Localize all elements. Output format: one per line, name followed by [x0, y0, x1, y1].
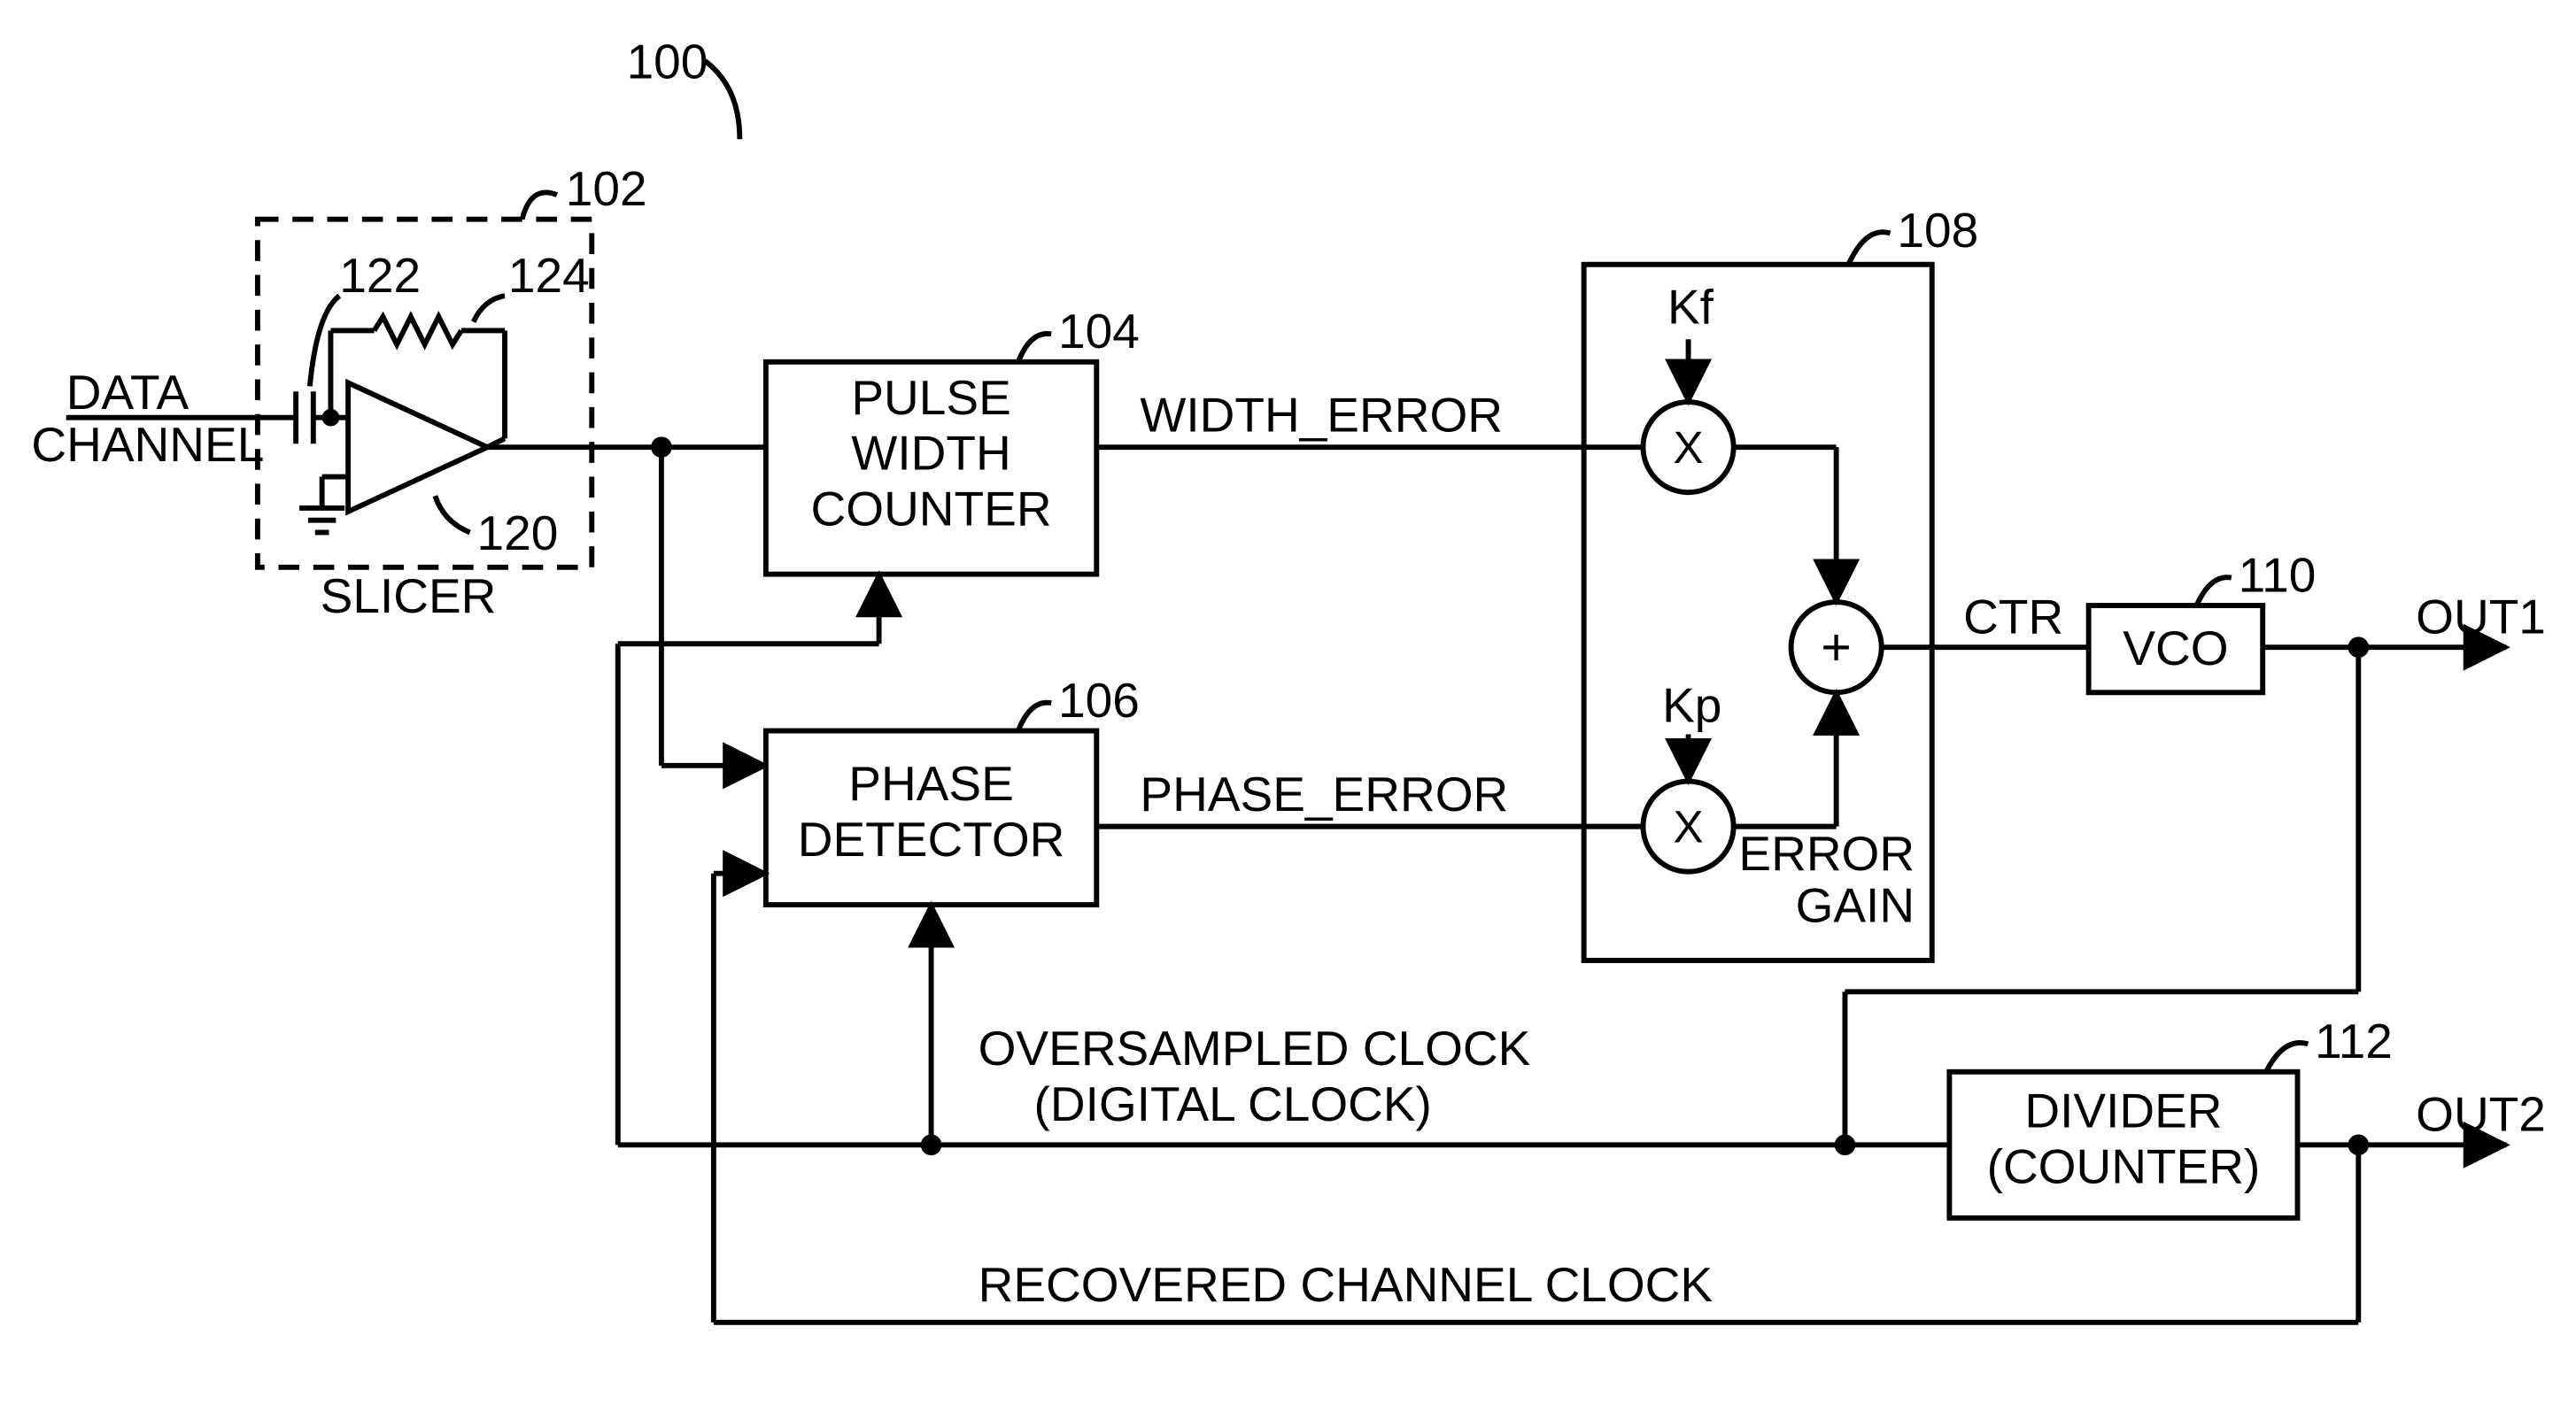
ref-110: 110 — [2239, 547, 2317, 602]
svg-text:100: 100 — [627, 34, 708, 89]
ref-122: 122 — [339, 248, 421, 303]
svg-text:PULSE: PULSE — [851, 370, 1010, 425]
ref-106: 106 — [1058, 673, 1140, 728]
width-error-label: WIDTH_ERROR — [1140, 387, 1503, 442]
svg-text:X: X — [1674, 801, 1704, 852]
oversampled-label-2: (DIGITAL CLOCK) — [1034, 1076, 1432, 1131]
ref-100: 100 — [627, 34, 740, 139]
ref-120: 120 — [477, 505, 559, 560]
data-label-2: CHANNEL — [31, 417, 264, 472]
svg-text:+: + — [1821, 619, 1851, 676]
kp-label: Kp — [1662, 678, 1721, 733]
pd-block: PHASE DETECTOR 106 — [766, 673, 1140, 905]
ref-112: 112 — [2315, 1014, 2393, 1068]
svg-text:(COUNTER): (COUNTER) — [1987, 1139, 2261, 1194]
svg-text:X: X — [1674, 422, 1704, 473]
svg-text:PHASE: PHASE — [848, 756, 1014, 811]
data-channel-input: DATA CHANNEL — [31, 365, 264, 472]
ref-108: 108 — [1897, 203, 1978, 258]
oversampled-label-1: OVERSAMPLED CLOCK — [979, 1021, 1531, 1076]
ref-102: 102 — [566, 161, 647, 216]
summing-junction: + — [1791, 602, 1882, 692]
pwc-block: PULSE WIDTH COUNTER 104 — [766, 304, 1140, 575]
svg-text:COUNTER: COUNTER — [811, 482, 1052, 536]
svg-text:VCO: VCO — [2123, 621, 2228, 675]
ref-124: 124 — [508, 248, 590, 303]
svg-text:GAIN: GAIN — [1796, 878, 1915, 933]
data-label-1: DATA — [66, 365, 190, 420]
ref-104: 104 — [1058, 304, 1140, 359]
recovered-label: RECOVERED CHANNEL CLOCK — [979, 1257, 1713, 1312]
slicer-group: 102 SLICER 120 122 — [258, 161, 647, 623]
svg-text:DETECTOR: DETECTOR — [798, 812, 1065, 867]
block-diagram: 100 102 SLICER 120 122 — [0, 0, 2576, 1427]
svg-text:WIDTH: WIDTH — [851, 426, 1010, 481]
slicer-label: SLICER — [321, 568, 497, 623]
svg-text:DIVIDER: DIVIDER — [2024, 1084, 2222, 1138]
out2-label: OUT2 — [2416, 1087, 2546, 1142]
phase-error-label: PHASE_ERROR — [1140, 767, 1508, 821]
error-gain-block: 108 ERROR GAIN — [1584, 203, 1979, 960]
divider-block: DIVIDER (COUNTER) 112 — [1949, 1014, 2392, 1218]
vco-block: VCO 110 — [2089, 547, 2317, 692]
kf-label: Kf — [1667, 280, 1714, 335]
svg-text:ERROR: ERROR — [1738, 826, 1915, 881]
ctr-label: CTR — [1963, 589, 2063, 644]
out1-label: OUT1 — [2416, 589, 2546, 644]
